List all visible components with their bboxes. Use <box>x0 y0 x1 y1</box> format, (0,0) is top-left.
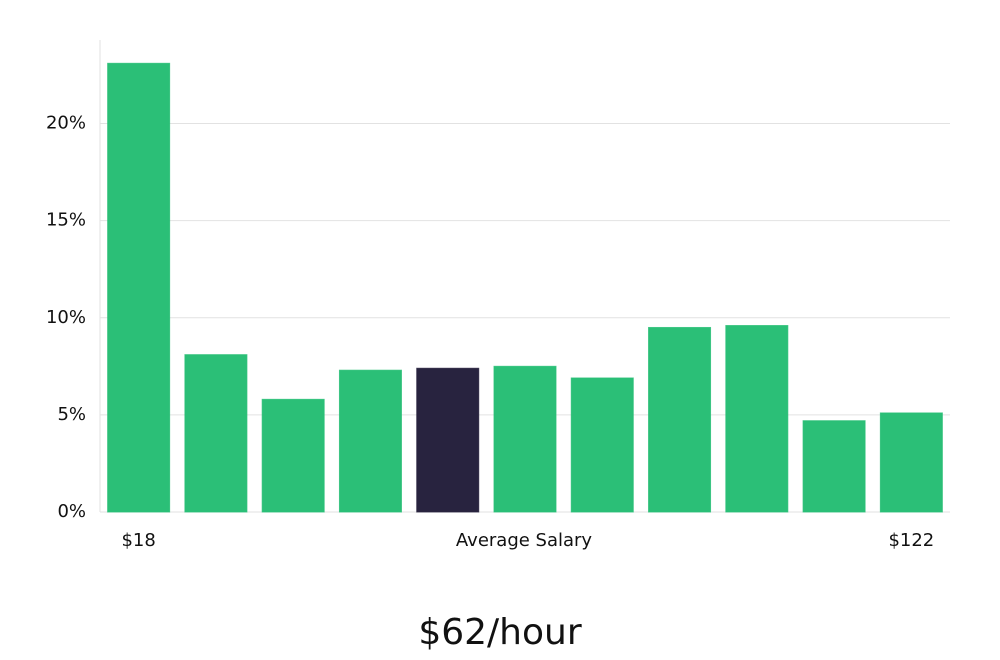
bar <box>338 369 402 513</box>
bar <box>725 325 789 513</box>
x-tick-label: $18 <box>121 530 155 551</box>
bar <box>493 365 557 513</box>
bar <box>184 354 248 513</box>
x-tick-label: $122 <box>888 530 934 551</box>
bar <box>648 326 712 513</box>
bar <box>261 398 325 513</box>
bar <box>802 420 866 513</box>
y-tick-label: 0% <box>57 501 86 522</box>
annotation: $62/hour <box>418 612 582 653</box>
bar <box>570 377 634 513</box>
y-tick-label: 20% <box>46 113 86 134</box>
y-tick-label: 5% <box>57 404 86 425</box>
y-tick-label: 10% <box>46 307 86 328</box>
bar <box>416 367 480 513</box>
bar <box>107 62 171 513</box>
bar <box>879 412 943 513</box>
y-tick-label: 15% <box>46 210 86 231</box>
x-axis-label: Average Salary <box>456 530 593 551</box>
